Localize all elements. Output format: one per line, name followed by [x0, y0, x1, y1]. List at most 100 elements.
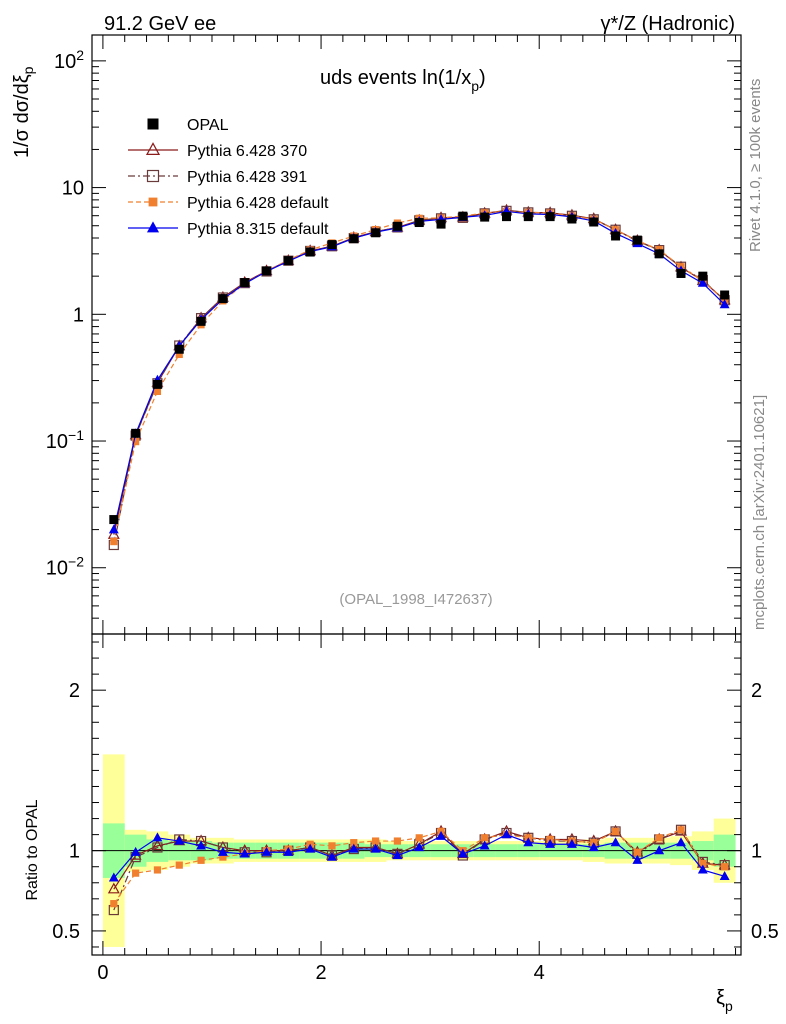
data-point [414, 218, 424, 228]
data-point [152, 379, 162, 389]
ratio-point [219, 853, 227, 861]
ratio-point [327, 851, 337, 861]
data-point [305, 247, 315, 257]
data-point [545, 212, 555, 222]
legend-label: Pythia 6.428 370 [187, 143, 307, 160]
ratio-point [153, 866, 162, 874]
ratio-point [130, 846, 141, 856]
analysis-id-label: (OPAL_1998_I472637) [339, 591, 492, 608]
series-line-0 [113, 209, 726, 535]
ratio-point [632, 854, 643, 864]
ratio-y-tick-label: 0.5 [52, 921, 80, 943]
series-point [175, 350, 183, 359]
ratio-point [350, 839, 358, 847]
data-point [589, 217, 599, 227]
ratio-point [152, 842, 163, 853]
legend-entry-2: Pythia 6.428 default [128, 195, 329, 212]
ratio-point [328, 842, 336, 850]
ratio-point [305, 843, 316, 853]
svg-text:uds events ln(1/xp): uds events ln(1/xp) [320, 67, 486, 94]
y-tick-label: 10−1 [46, 427, 84, 453]
ratio-point [479, 840, 490, 850]
data-point [654, 249, 664, 259]
svg-text:ξp: ξp [716, 987, 733, 1014]
series-point [110, 538, 118, 546]
data-point [632, 235, 642, 245]
data-point [676, 268, 686, 278]
ratio-point [719, 870, 730, 880]
data-point [109, 515, 119, 525]
series-point [719, 299, 730, 309]
data-point [327, 240, 337, 250]
ratio-point [393, 837, 402, 845]
ratio-point [481, 834, 489, 842]
x-axis-title: ξp [716, 987, 733, 1014]
ratio-point [196, 840, 207, 850]
data-point [174, 344, 184, 354]
x-tick-label: 2 [315, 962, 326, 984]
ratio-point [655, 834, 663, 842]
y-tick-label: 10 [62, 178, 84, 200]
ratio-point [523, 837, 534, 847]
y-tick-label: 10−2 [46, 554, 84, 580]
legend-label: Pythia 6.428 default [187, 195, 329, 212]
ratio-point [588, 842, 599, 852]
ratio-point [348, 843, 359, 853]
ratio-plot-frame [91, 633, 742, 956]
main-y-axis-title: 1/σ dσ/dξp [11, 66, 36, 158]
data-point [349, 234, 359, 244]
series-line-3 [113, 210, 726, 530]
ratio-point [675, 824, 687, 835]
data-point [240, 278, 250, 288]
ratio-point [261, 846, 272, 856]
data-point [392, 221, 402, 231]
svg-text:1/σ dσ/dξp: 1/σ dσ/dξp [11, 66, 36, 158]
legend-marker [146, 169, 160, 183]
main-plot [107, 203, 731, 551]
legend-entry-3: Pythia 8.315 default [128, 221, 329, 238]
ratio-point [721, 863, 729, 871]
ratio-point [676, 837, 686, 847]
ratio-point [501, 829, 512, 839]
legend-marker [145, 142, 161, 155]
legend-marker [146, 221, 160, 233]
ratio-point [633, 848, 641, 856]
ratio-point [371, 837, 380, 845]
ratio-point [610, 826, 621, 837]
ratio-point [415, 834, 423, 842]
series-point [132, 438, 140, 446]
ratio-y-tick-label: 1 [69, 841, 80, 863]
legend-marker [147, 118, 159, 130]
rivet-version-label: Rivet 4.1.0, ≥ 100k events [747, 79, 764, 252]
ratio-point [175, 861, 183, 869]
legend-label: Pythia 6.428 391 [187, 169, 307, 186]
ratio-point [436, 830, 446, 840]
legend-label: OPAL [187, 117, 229, 134]
data-point [720, 290, 730, 300]
data-point [567, 214, 577, 224]
data-point [501, 212, 511, 222]
ratio-point [611, 827, 620, 836]
y-tick-label: 102 [54, 47, 84, 73]
axes: 0 2 4 10−2 10−1 1 10 102 0.5 0.5 1 1 2 2 [46, 34, 779, 984]
ratio-point [677, 826, 685, 834]
data-point [283, 256, 293, 266]
chart-title: uds events ln(1/xp) [320, 67, 486, 94]
ratio-point [151, 839, 164, 851]
series-point [697, 277, 708, 287]
ratio-point [152, 832, 163, 842]
ratio-point [132, 869, 140, 877]
ratio-point [370, 843, 381, 853]
ratio-point [239, 848, 250, 858]
ratio-point [197, 856, 205, 864]
ratio-point [414, 842, 425, 852]
data-point [480, 212, 490, 222]
ratio-plot [92, 824, 741, 916]
legend-entry-1: Pythia 6.428 391 [128, 169, 307, 186]
ratio-point [108, 872, 119, 882]
ratio-y-tick-label: 2 [69, 680, 80, 702]
header-energy-label: 91.2 GeV ee [104, 13, 216, 35]
y-tick-label: 1 [73, 304, 84, 326]
ratio-y-tick-label-right: 1 [751, 841, 762, 863]
